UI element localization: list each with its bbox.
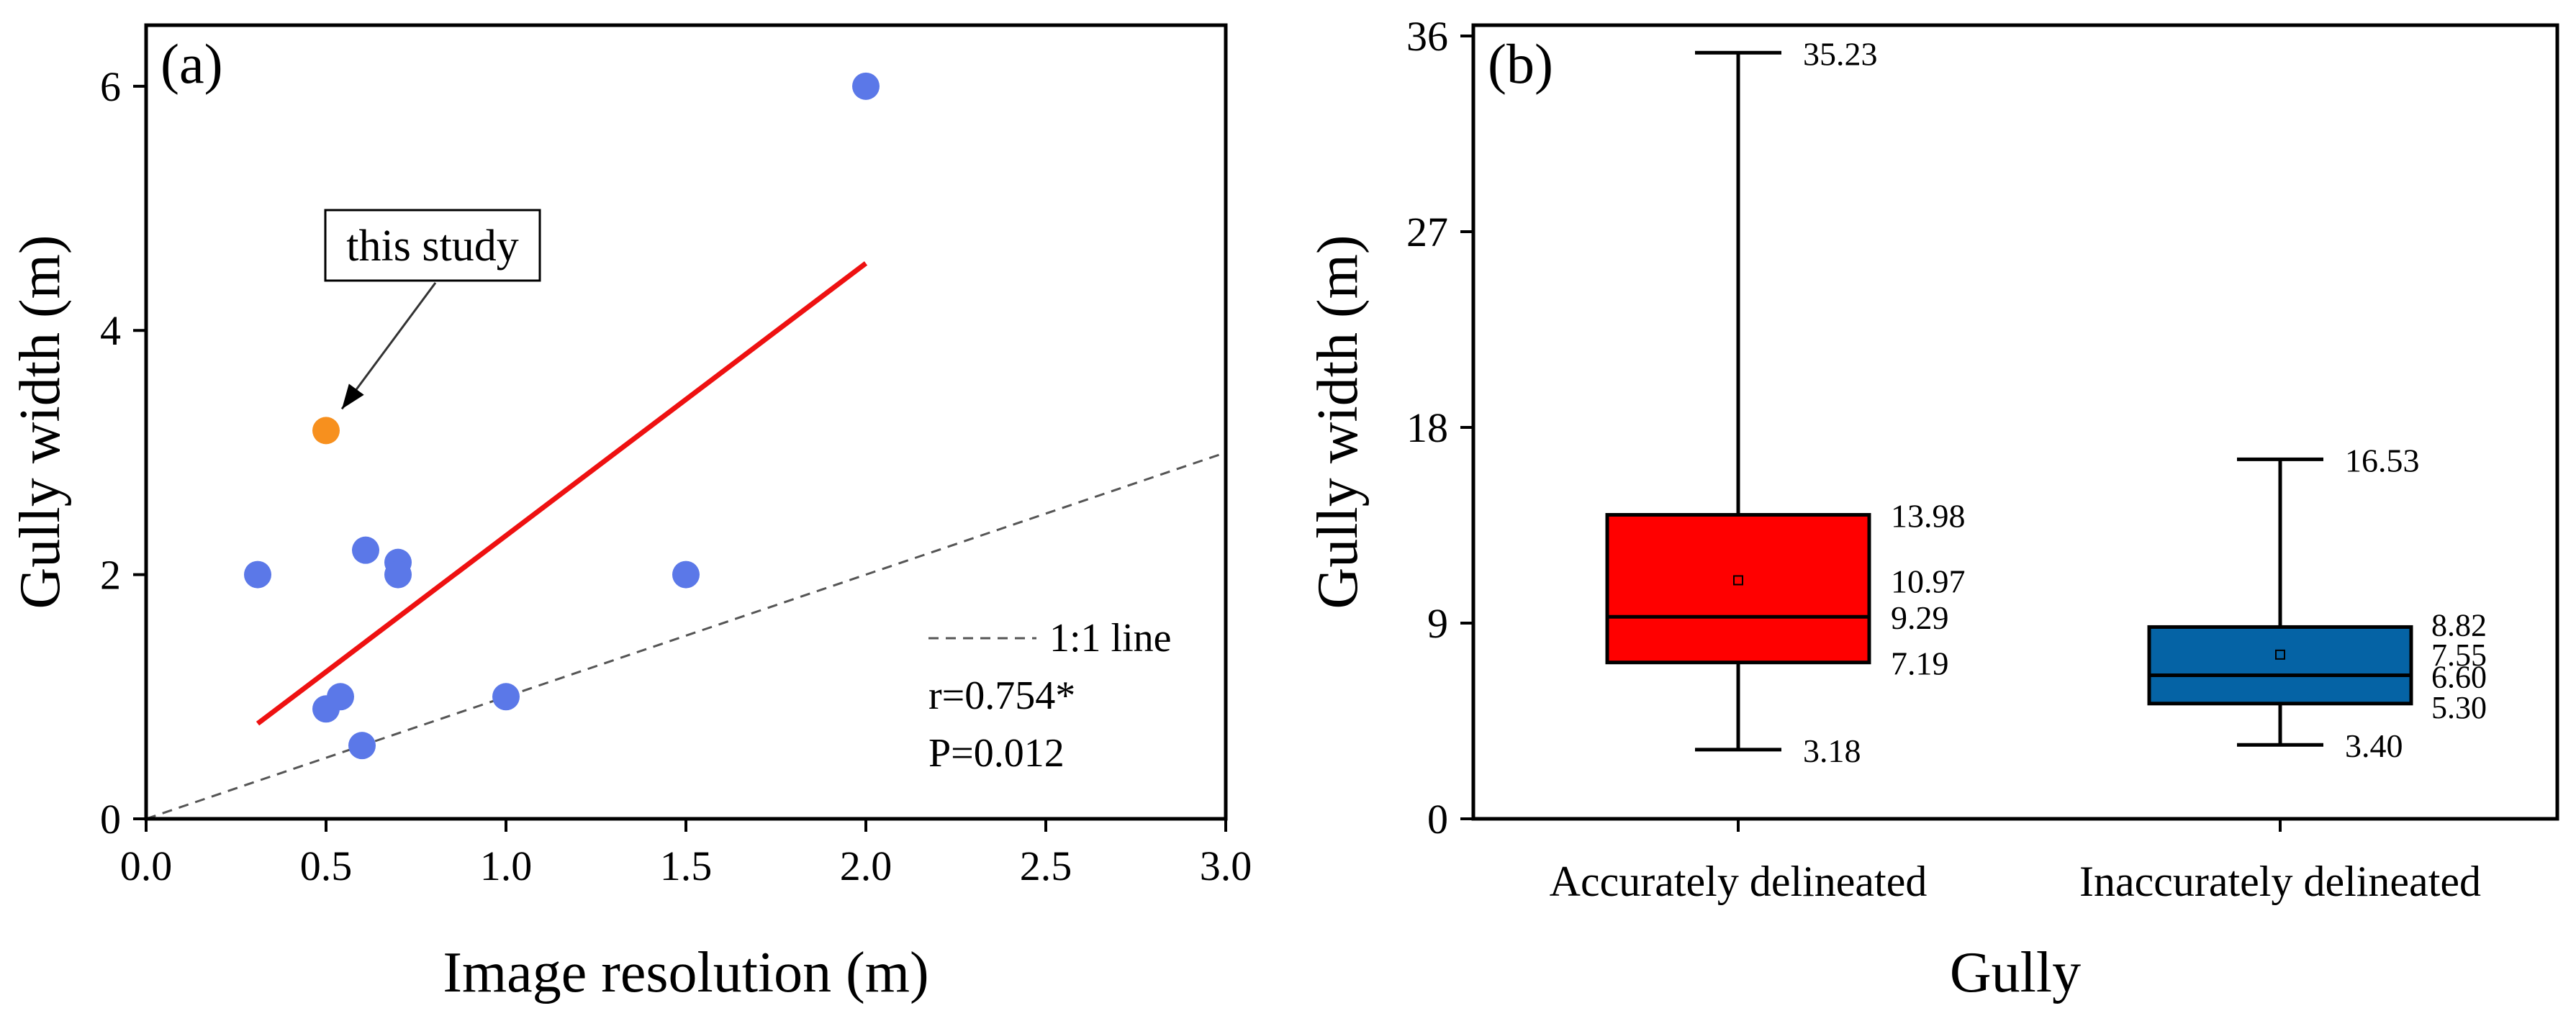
y-tick-label: 27 xyxy=(1406,209,1448,255)
annotation-arrow-head xyxy=(342,384,364,409)
q3-value-label: 8.82 xyxy=(2431,607,2487,643)
boxplot-inaccurately-delineated: 16.53 3.40 8.827.556.605.30 xyxy=(2147,442,2487,764)
median-value-label: 6.60 xyxy=(2431,660,2487,695)
scatter-panel: 0.0 0.5 1.0 1.5 2.0 2.5 3.0 0 2 4 6 (a) Image res… xyxy=(9,23,1252,1004)
x-tick-label: 2.0 xyxy=(840,843,892,889)
boxplot-accurately-delineated: 35.23 3.18 13.98 10.979.29 7.19 xyxy=(1605,35,1966,769)
correlation-coefficient: r=0.754* xyxy=(928,673,1075,718)
legend-reference-line-label: 1:1 line xyxy=(1049,616,1172,661)
interquartile-box xyxy=(2147,625,2413,706)
data-point xyxy=(348,732,376,760)
min-value-label: 3.18 xyxy=(1803,732,1861,769)
this-study-point xyxy=(312,417,340,445)
median-value-label: 9.29 xyxy=(1891,599,1949,636)
data-point xyxy=(327,683,354,711)
x-tick-label: 2.5 xyxy=(1020,843,1072,889)
category-label: Inaccurately delineated xyxy=(2079,858,2481,905)
y-tick-label: 9 xyxy=(1427,600,1448,647)
y-tick-label: 2 xyxy=(100,552,121,599)
x-axis-ticks: 0.0 0.5 1.0 1.5 2.0 2.5 3.0 xyxy=(120,819,1252,889)
p-value: P=0.012 xyxy=(928,731,1065,776)
x-tick-label: 0.0 xyxy=(120,843,173,889)
y-tick-label: 18 xyxy=(1406,404,1448,451)
interquartile-box xyxy=(1605,512,1871,665)
one-to-one-reference-line xyxy=(145,451,1226,820)
data-point xyxy=(352,536,379,564)
y-tick-label: 4 xyxy=(100,307,121,354)
boxplot-panel: 35.23 3.18 13.98 10.979.29 7.19 16.53 3.40 8.82… xyxy=(1306,13,2559,1004)
category-label: Accurately delineated xyxy=(1550,858,1928,905)
mean-value-label: 7.55 xyxy=(2431,637,2487,673)
x-axis-label: Gully xyxy=(1950,941,2081,1004)
annotation-text: this study xyxy=(346,222,518,271)
max-value-label: 35.23 xyxy=(1803,35,1878,72)
y-tick-label: 0 xyxy=(100,796,121,843)
x-axis-label: Image resolution (m) xyxy=(443,941,928,1004)
y-tick-label: 36 xyxy=(1406,13,1448,60)
data-point xyxy=(852,72,880,100)
q3-value-label: 13.98 xyxy=(1891,497,1966,534)
annotation-arrow xyxy=(340,282,437,410)
y-tick-label: 6 xyxy=(100,63,121,110)
y-axis-ticks: 0 2 4 6 xyxy=(100,63,146,843)
data-point xyxy=(672,561,700,589)
mean-value-label: 10.97 xyxy=(1891,563,1966,599)
x-tick-label: 1.5 xyxy=(660,843,713,889)
boxplots: 35.23 3.18 13.98 10.979.29 7.19 16.53 3.40 8.82… xyxy=(1605,35,2487,769)
y-axis-label: Gully width (m) xyxy=(1306,235,1370,609)
mean-marker xyxy=(2275,649,2285,660)
x-tick-label: 0.5 xyxy=(300,843,353,889)
mean-marker xyxy=(1733,575,1743,586)
max-value-label: 16.53 xyxy=(2345,442,2420,478)
data-point xyxy=(384,561,412,589)
panel-label: (b) xyxy=(1488,32,1553,95)
x-axis-categories: Accurately delineated Inaccurately deline… xyxy=(1550,819,2481,905)
panel-label: (a) xyxy=(161,32,223,95)
data-point xyxy=(492,683,520,711)
annotation-box xyxy=(324,209,541,282)
data-point xyxy=(244,561,271,589)
x-tick-label: 1.0 xyxy=(480,843,533,889)
boxplot-frame xyxy=(1471,23,2559,821)
y-axis-label: Gully width (m) xyxy=(9,235,72,609)
min-value-label: 3.40 xyxy=(2345,727,2403,764)
x-tick-label: 3.0 xyxy=(1200,843,1252,889)
q1-value-label: 7.19 xyxy=(1891,645,1949,682)
q1-value-label: 5.30 xyxy=(2431,690,2487,725)
y-tick-label: 0 xyxy=(1427,796,1448,843)
regression-fit-line xyxy=(256,261,868,726)
scatter-points xyxy=(244,72,880,760)
y-axis-ticks: 0 9 18 27 36 xyxy=(1406,13,1473,843)
